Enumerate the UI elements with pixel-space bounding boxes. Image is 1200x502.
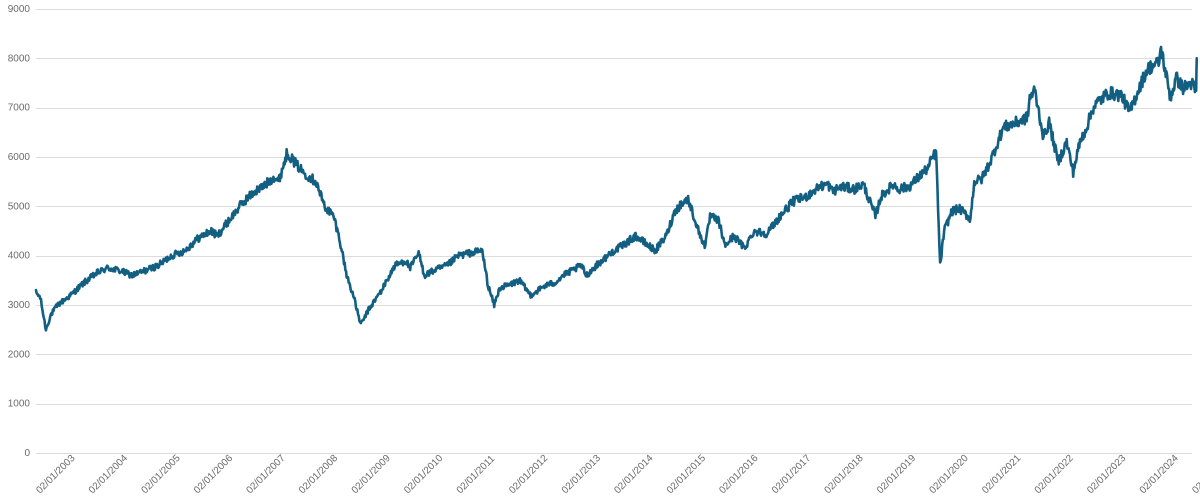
x-tick-label: 02/01/2011: [455, 453, 498, 496]
x-tick-label: 02/01/2019: [875, 453, 918, 496]
x-tick-label: 02/01/2015: [665, 453, 708, 496]
x-tick-label: 02/01/2006: [192, 453, 235, 496]
x-tick-label: 02/01/2016: [717, 453, 760, 496]
y-tick-label: 4000: [8, 251, 31, 262]
y-axis-tick-labels: 0 1000 2000 3000 4000 5000 6000 7000 8000 9000: [8, 4, 31, 459]
x-tick-label: 02/01/2004: [87, 453, 130, 496]
series-line: [34, 45, 1199, 332]
series-group: [34, 45, 1199, 332]
x-tick-label: 02/01/2022: [1033, 453, 1076, 496]
y-tick-label: 1000: [8, 399, 31, 410]
x-tick-label: 02/01/2007: [245, 453, 288, 496]
x-tick-label: 02/01/2020: [928, 453, 971, 496]
x-axis-tick-labels: 02/01/2003 02/01/2004 02/01/2005 02/01/2006…: [34, 453, 1200, 496]
x-tick-label: 02/01/2003: [34, 453, 77, 496]
x-tick-label: 02/01/2018: [823, 453, 866, 496]
y-tick-label: 7000: [8, 103, 31, 114]
y-tick-label: 8000: [8, 53, 31, 64]
x-tick-label: 02/01/2008: [297, 453, 340, 496]
x-tick-label: 02/01/2024: [1138, 453, 1181, 496]
grid-lines: [36, 9, 1192, 454]
y-tick-label: 0: [24, 448, 30, 459]
x-tick-label: 02/01/2017: [770, 453, 813, 496]
x-tick-label: 02/01/2010: [402, 453, 445, 496]
x-tick-label: 02/01/2012: [507, 453, 550, 496]
y-tick-label: 2000: [8, 349, 31, 360]
x-tick-label: 02/01/2021: [980, 453, 1023, 496]
y-tick-label: 6000: [8, 152, 31, 163]
x-tick-label: 02/01/2014: [612, 453, 655, 496]
x-tick-label: 02/01/2013: [560, 453, 603, 496]
x-tick-label: 02/01/2025: [1190, 453, 1200, 496]
x-tick-label: 02/01/2023: [1085, 453, 1128, 496]
x-tick-label: 02/01/2009: [350, 453, 393, 496]
x-tick-label: 02/01/2005: [139, 453, 182, 496]
y-tick-label: 9000: [8, 4, 31, 15]
y-tick-label: 5000: [8, 201, 31, 212]
y-tick-label: 3000: [8, 300, 31, 311]
